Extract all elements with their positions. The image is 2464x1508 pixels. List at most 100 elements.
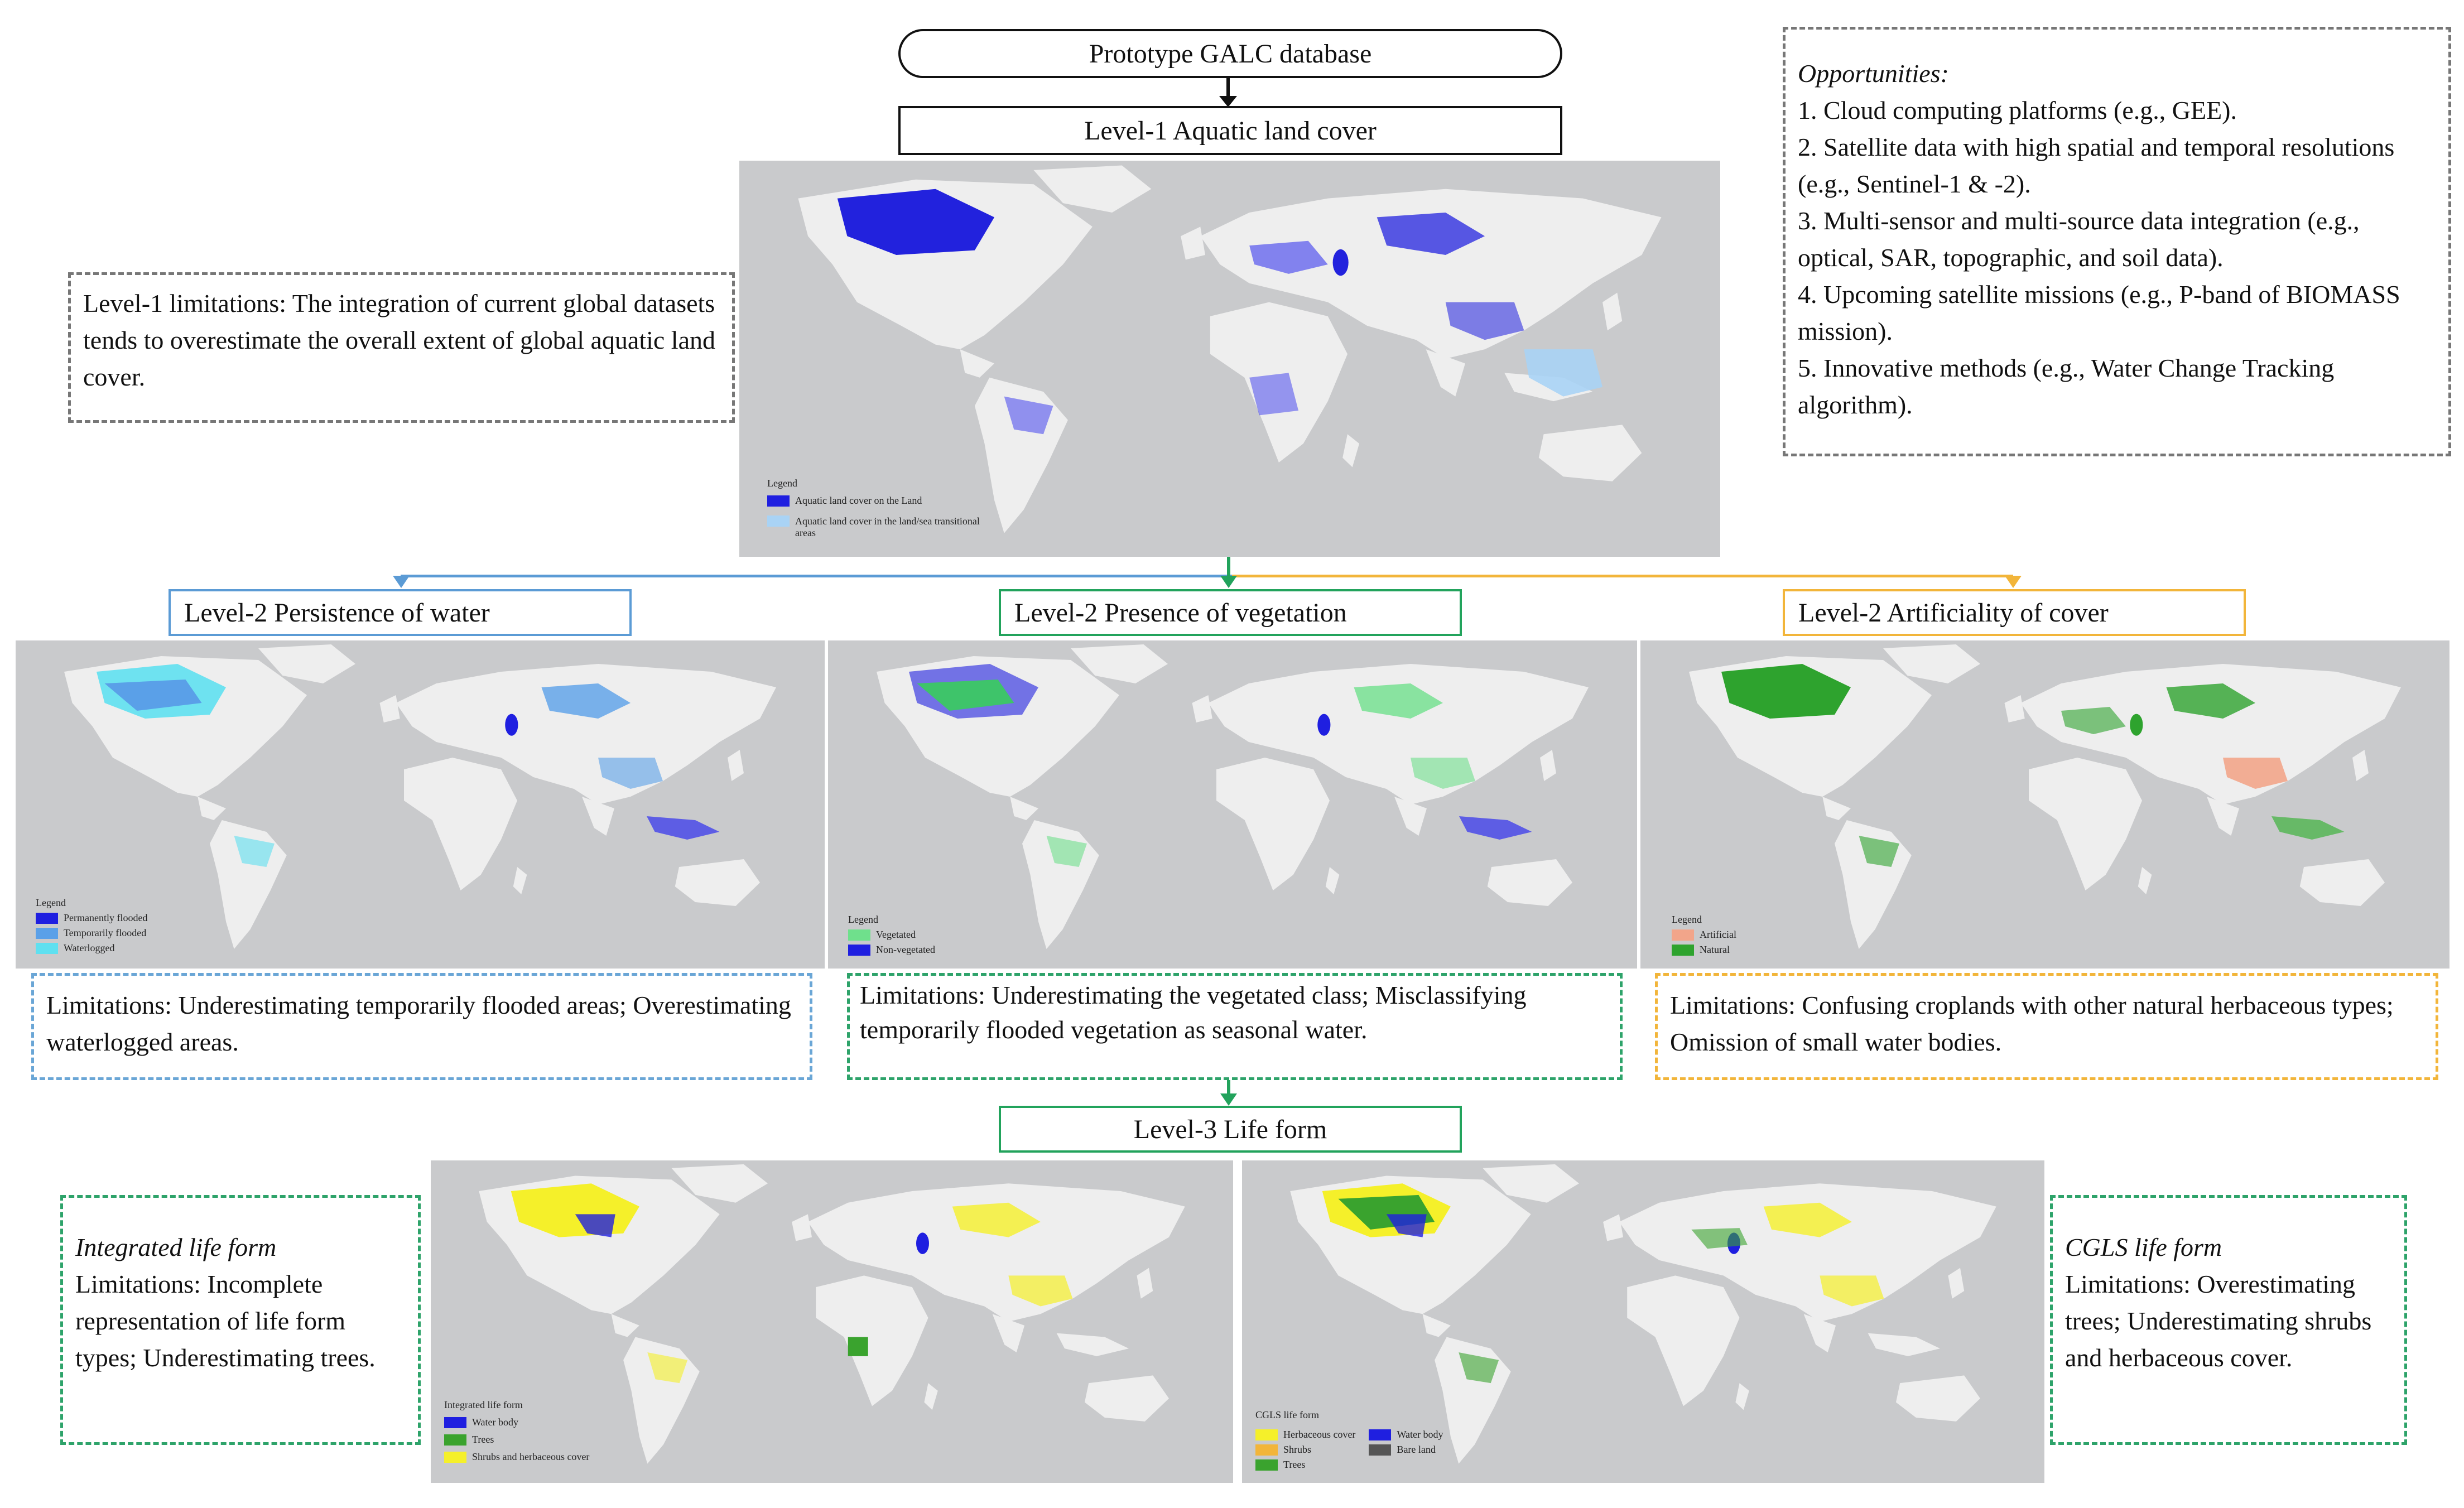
legend-item: Vegetated [848,929,935,941]
legend-swatch [1255,1459,1278,1471]
legend-label: Temporarily flooded [64,927,147,938]
legend-swatch [444,1451,466,1463]
level2-map-persistence: Legend Permanently flooded Temporarily f… [16,640,825,969]
arrow-head-icon [1220,576,1237,588]
legend-swatch [767,515,790,527]
connector-line-orange [1232,575,2013,577]
level1-limitations-box: Level-1 limitations: The integration of … [68,272,735,423]
limitations-text: Limitations: Underestimating the vegetat… [860,981,1527,1044]
level3-legend: Integrated life form Water body Trees Sh… [444,1399,589,1463]
level1-title: Level-1 Aquatic land cover [898,106,1562,155]
legend-label: Artificial [1700,929,1736,940]
database-title: Prototype GALC database [898,29,1562,78]
legend-item: Shrubs [1255,1444,1355,1456]
legend-item: Trees [1255,1459,1355,1471]
legend-swatch [1369,1429,1392,1440]
level1-legend: Legend Aquatic land cover on the Land Aq… [767,478,1002,539]
legend-swatch [767,495,790,507]
level3-legend: CGLS life form Herbaceous cover Shrubs T… [1255,1409,1443,1471]
legend-label: Aquatic land cover in the land/sea trans… [795,515,980,538]
legend-item: Permanently flooded [36,912,147,924]
opportunity-item: 5. Innovative methods (e.g., Water Chang… [1798,354,2335,419]
legend-label: Aquatic land cover on the Land [795,495,922,506]
level2-map-artificiality: Legend Artificial Natural [1640,640,2449,969]
legend-item: Natural [1672,944,1736,956]
legend-item: Waterlogged [36,942,147,954]
cgls-heading: CGLS life form [2065,1233,2222,1261]
level2-limitations-vegetation: Limitations: Underestimating the vegetat… [847,973,1623,1080]
connector-line-green [1227,557,1230,579]
opportunities-box: Opportunities: 1. Cloud computing platfo… [1783,27,2451,456]
arrow-head-icon [393,576,410,588]
legend-item: Water body [1369,1429,1443,1440]
legend-label: Vegetated [876,929,916,940]
legend-label: Shrubs and herbaceous cover [472,1451,590,1462]
level2-title-vegetation: Level-2 Presence of vegetation [999,589,1462,636]
opportunity-item: 1. Cloud computing platforms (e.g., GEE)… [1798,96,2237,124]
level3-cgls-box: CGLS life form Limitations: Overestimati… [2050,1195,2407,1445]
arrow-head-icon [1220,1093,1237,1106]
legend-swatch [36,912,58,924]
level2-title-persistence: Level-2 Persistence of water [169,589,632,636]
level2-limitations-artificiality: Limitations: Confusing croplands with ot… [1655,973,2438,1080]
level3-map-integrated: Integrated life form Water body Trees Sh… [431,1160,1233,1483]
opportunity-item: 3. Multi-sensor and multi-source data in… [1798,206,2360,272]
limitations-text: Limitations: Confusing croplands with ot… [1670,991,2394,1056]
level2-map-vegetation: Legend Vegetated Non-vegetated [828,640,1637,969]
legend-item: Herbaceous cover [1255,1429,1355,1440]
connector-line-blue [401,575,1232,577]
legend-swatch [1672,944,1694,956]
legend-label: Permanently flooded [64,912,148,923]
legend-swatch [444,1417,466,1428]
legend-item: Shrubs and herbaceous cover [444,1451,589,1463]
integrated-limitations-text: Limitations: Incomplete representation o… [75,1270,376,1372]
legend-title: Legend [36,897,66,908]
legend-item: Water body [444,1417,589,1428]
legend-item: Non-vegetated [848,944,935,956]
legend-swatch [36,927,58,939]
opportunities-heading: Opportunities: [1798,59,1949,88]
level3-integrated-box: Integrated life form Limitations: Incomp… [60,1195,421,1445]
legend-label: Natural [1700,944,1730,955]
legend-label: Water body [472,1417,519,1428]
level1-limitations-text: Level-1 limitations: The integration of … [83,289,715,391]
legend-item: Bare land [1369,1444,1443,1456]
legend-label: Trees [472,1434,494,1445]
legend-label: Water body [1397,1429,1443,1440]
legend-swatch [1255,1429,1278,1440]
level2-legend: Legend Vegetated Non-vegetated [848,914,935,956]
legend-item: Aquatic land cover on the Land [767,495,1002,507]
legend-label: Trees [1283,1459,1306,1470]
opportunity-item: 2. Satellite data with high spatial and … [1798,133,2395,198]
legend-swatch [444,1434,466,1446]
legend-title: Integrated life form [444,1399,523,1410]
legend-swatch [1255,1444,1278,1456]
legend-item: Aquatic land cover in the land/sea trans… [767,515,1002,539]
legend-label: Waterlogged [64,942,115,953]
legend-label: Shrubs [1283,1444,1312,1455]
legend-swatch [848,929,870,941]
opportunity-item: 4. Upcoming satellite missions (e.g., P-… [1798,280,2400,345]
level2-legend: Legend Permanently flooded Temporarily f… [36,897,147,954]
legend-title: Legend [1672,914,1702,925]
legend-label: Herbaceous cover [1283,1429,1356,1440]
connector-line-green [1227,1080,1230,1102]
level2-title-artificiality: Level-2 Artificiality of cover [1783,589,2246,636]
integrated-heading: Integrated life form [75,1233,277,1261]
arrow-head-icon [2005,576,2022,588]
legend-title: Legend [767,478,797,489]
legend-swatch [848,944,870,956]
legend-label: Non-vegetated [876,944,935,955]
legend-item: Temporarily flooded [36,927,147,939]
legend-title: Legend [848,914,878,925]
legend-item: Artificial [1672,929,1736,941]
level3-title: Level-3 Life form [999,1106,1462,1153]
level3-map-cgls: CGLS life form Herbaceous cover Shrubs T… [1242,1160,2044,1483]
legend-item: Trees [444,1434,589,1446]
level2-legend: Legend Artificial Natural [1672,914,1736,956]
level2-limitations-persistence: Limitations: Underestimating temporarily… [31,973,812,1080]
legend-swatch [1369,1444,1392,1456]
level1-map: Legend Aquatic land cover on the Land Aq… [739,161,1720,557]
legend-swatch [36,942,58,954]
arrow-head-icon [1219,96,1237,107]
